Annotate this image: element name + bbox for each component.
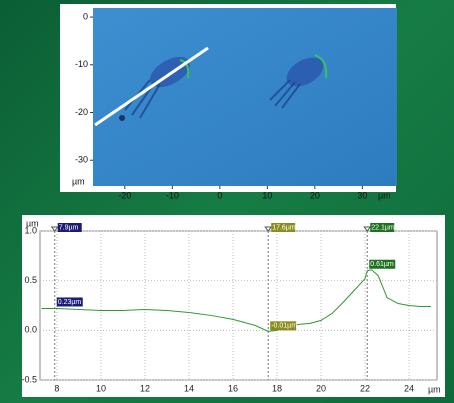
cursor-x-label: 17.6µm — [272, 224, 296, 231]
x-tick-label: 14 — [184, 383, 194, 393]
x-axis-label: µm — [428, 384, 441, 394]
cursor-x-label: 22.1µm — [371, 224, 395, 231]
image-y-tick-label: 0 — [83, 11, 88, 21]
x-tick-label: 18 — [272, 383, 282, 393]
image-x-tick-label: -20 — [118, 190, 131, 200]
image-y-label: µm — [72, 176, 85, 186]
cursor-y-label: 0.61µm — [370, 261, 394, 268]
x-tick-label: 24 — [404, 383, 414, 393]
y-tick-label: -0.5 — [21, 374, 37, 384]
image-y-tick-label: -20 — [75, 107, 88, 117]
y-tick-label: 0.5 — [24, 275, 37, 285]
image-y-tick-label: -10 — [75, 59, 88, 69]
x-tick-label: 16 — [228, 383, 238, 393]
x-tick-label: 12 — [140, 383, 150, 393]
image-x-tick-label: 0 — [217, 190, 222, 200]
cursor-y-label: -0.01µm — [271, 323, 297, 330]
y-tick-label: 1.0 — [24, 225, 37, 235]
image-x-label: µm — [378, 190, 391, 200]
image-x-tick-label: 30 — [357, 190, 367, 200]
x-tick-label: 22 — [360, 383, 370, 393]
x-tick-label: 8 — [54, 383, 59, 393]
cursor-y-label: 0.23µm — [58, 299, 82, 306]
cursor-x-label: 7.9µm — [59, 224, 79, 231]
image-x-tick-label: 20 — [310, 190, 320, 200]
x-tick-label: 10 — [96, 383, 106, 393]
image-x-tick-label: -10 — [166, 190, 179, 200]
image-y-tick-label: -30 — [75, 155, 88, 165]
x-tick-label: 20 — [316, 383, 326, 393]
screenshot: µm µm µm µm -20-1001020300-10-20-3081012… — [0, 0, 454, 403]
image-x-tick-label: 10 — [262, 190, 272, 200]
profile-panel — [22, 215, 445, 397]
page: { "image_panel": {"x_label": "µm", "y_la… — [0, 0, 454, 403]
y-tick-label: 0.0 — [24, 325, 37, 335]
